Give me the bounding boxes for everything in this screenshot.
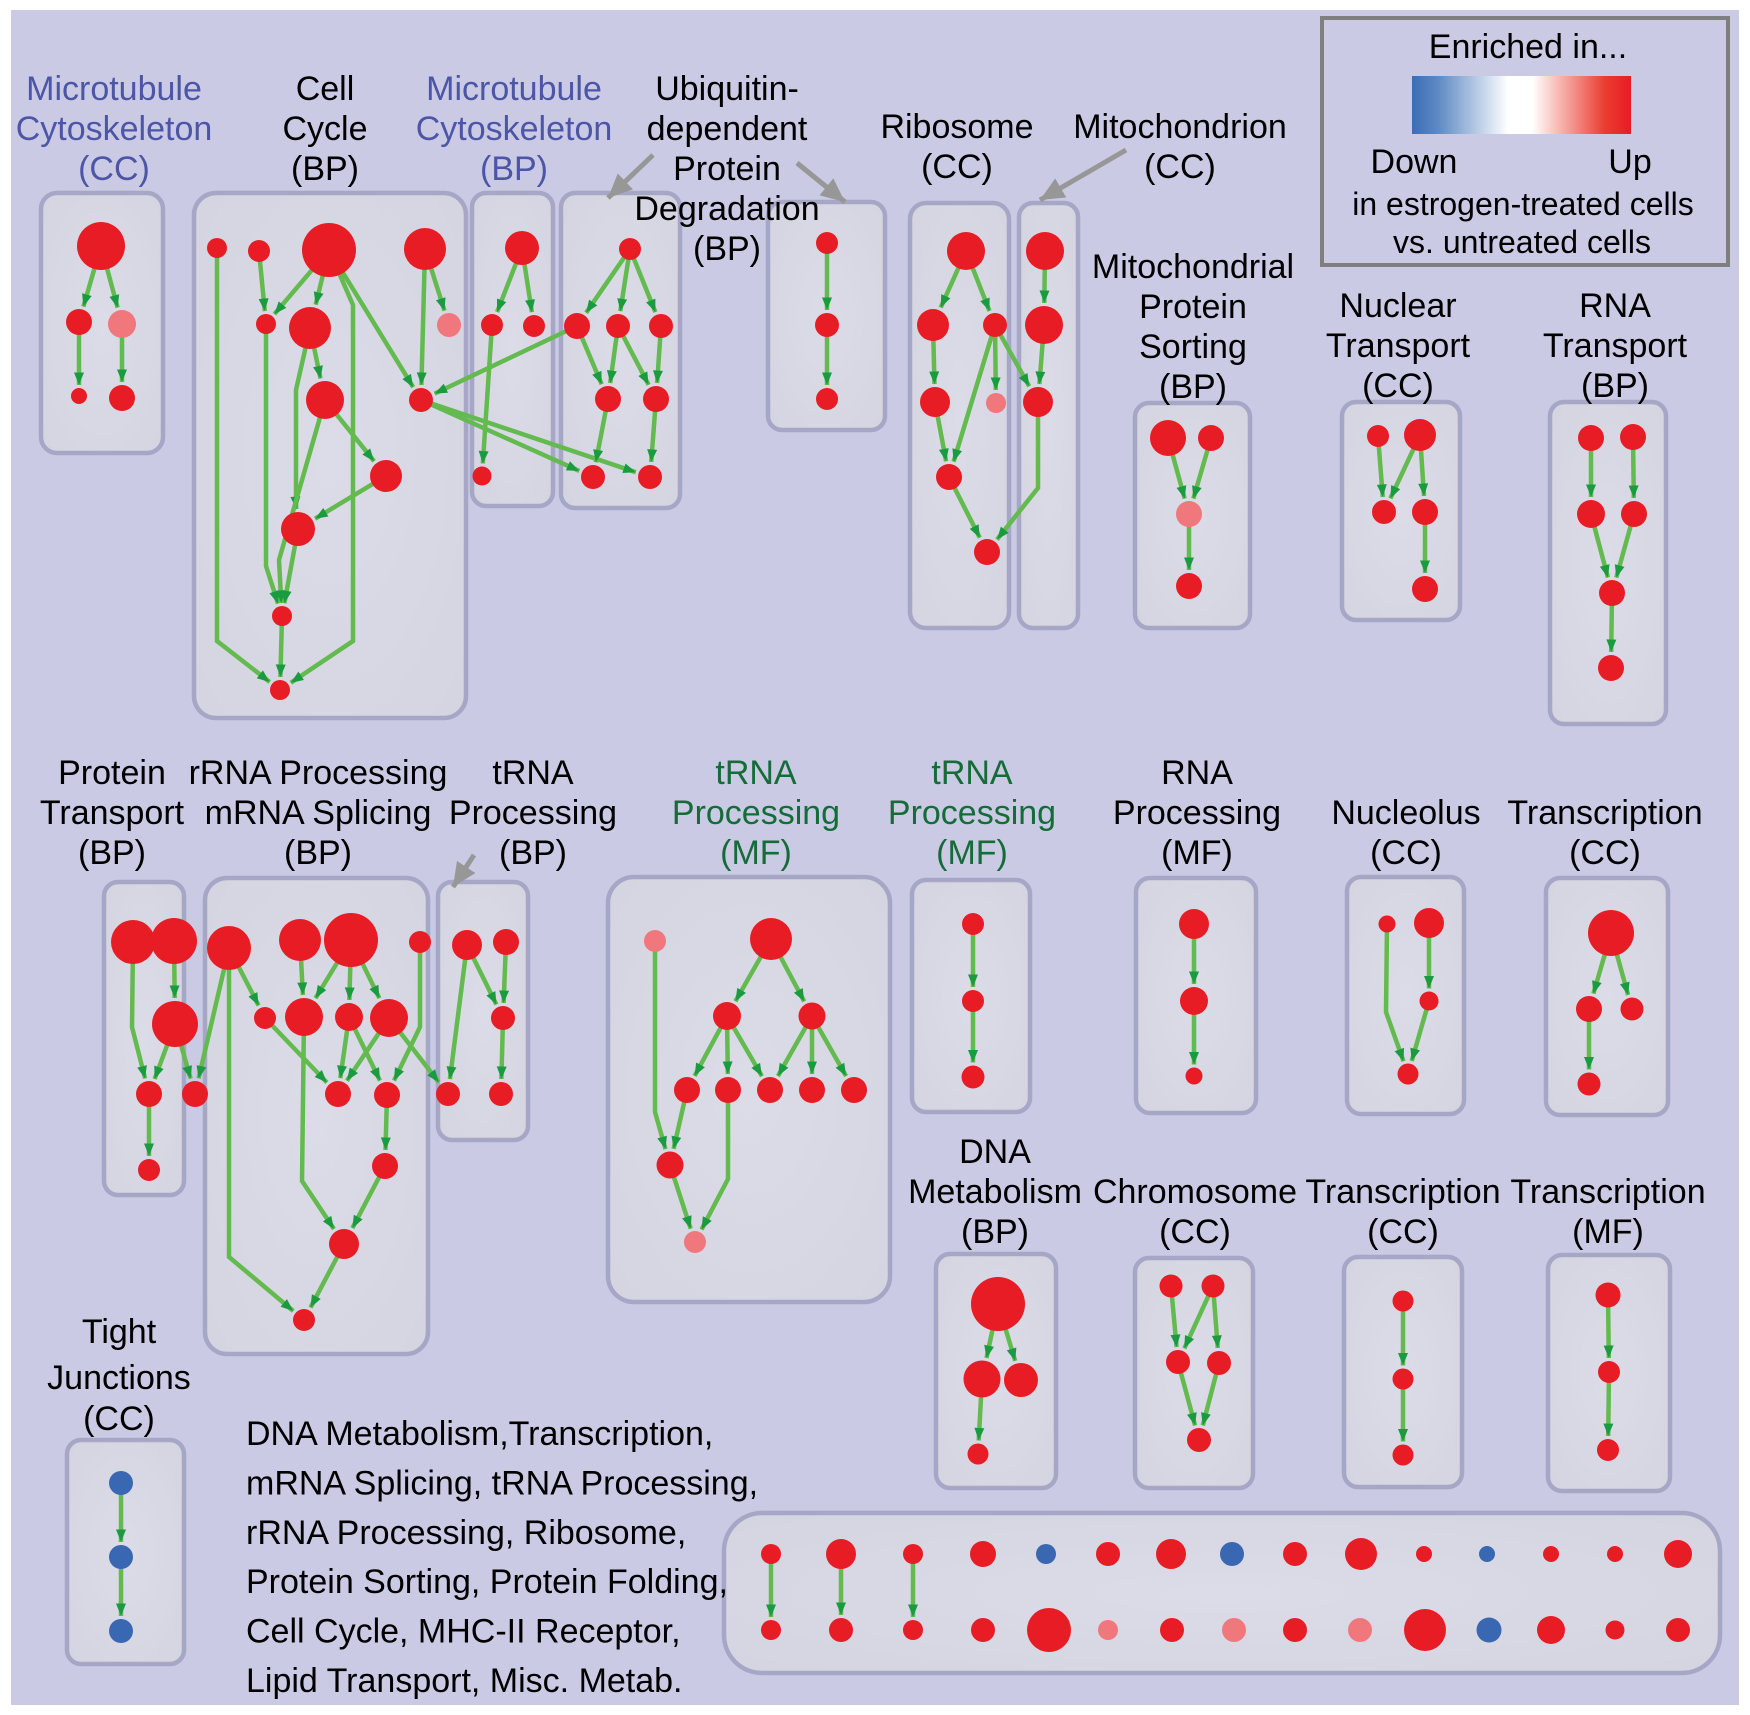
svg-text:Transcription: Transcription bbox=[1305, 1173, 1500, 1211]
svg-text:Processing: Processing bbox=[672, 794, 840, 832]
svg-text:(CC): (CC) bbox=[1144, 148, 1216, 186]
svg-text:(CC): (CC) bbox=[1362, 367, 1434, 405]
svg-text:Sorting: Sorting bbox=[1139, 328, 1247, 366]
svg-text:Microtubule: Microtubule bbox=[426, 70, 602, 108]
svg-text:(BP): (BP) bbox=[480, 150, 548, 188]
svg-text:Transport: Transport bbox=[1543, 327, 1688, 365]
svg-text:(BP): (BP) bbox=[961, 1213, 1029, 1251]
svg-text:Protein Sorting, Protein Foldi: Protein Sorting, Protein Folding, bbox=[246, 1563, 728, 1601]
svg-text:Degradation: Degradation bbox=[634, 190, 819, 228]
svg-text:Up: Up bbox=[1608, 143, 1651, 181]
svg-text:rRNA Processing, Ribosome,: rRNA Processing, Ribosome, bbox=[246, 1514, 686, 1552]
svg-text:Ribosome: Ribosome bbox=[880, 108, 1033, 146]
svg-text:(BP): (BP) bbox=[499, 834, 567, 872]
svg-text:(BP): (BP) bbox=[1159, 368, 1227, 406]
svg-text:(BP): (BP) bbox=[1581, 367, 1649, 405]
svg-text:vs. untreated cells: vs. untreated cells bbox=[1393, 224, 1651, 260]
svg-text:tRNA: tRNA bbox=[715, 754, 797, 792]
svg-text:Protein: Protein bbox=[58, 754, 166, 792]
svg-text:Cytoskeleton: Cytoskeleton bbox=[416, 110, 613, 148]
svg-text:Lipid Transport, Misc. Metab.: Lipid Transport, Misc. Metab. bbox=[246, 1662, 683, 1700]
svg-text:(CC): (CC) bbox=[1159, 1213, 1231, 1251]
svg-text:Metabolism: Metabolism bbox=[908, 1173, 1082, 1211]
svg-text:Down: Down bbox=[1371, 143, 1458, 181]
svg-text:(MF): (MF) bbox=[1572, 1213, 1644, 1251]
svg-text:(CC): (CC) bbox=[921, 148, 993, 186]
svg-text:dependent: dependent bbox=[647, 110, 808, 148]
svg-text:Microtubule: Microtubule bbox=[26, 70, 202, 108]
svg-text:Transcription: Transcription bbox=[1507, 794, 1702, 832]
svg-text:Chromosome: Chromosome bbox=[1093, 1173, 1297, 1211]
svg-text:rRNA Processing: rRNA Processing bbox=[189, 754, 448, 792]
svg-text:Protein: Protein bbox=[673, 150, 781, 188]
svg-text:(BP): (BP) bbox=[78, 834, 146, 872]
svg-text:(BP): (BP) bbox=[693, 230, 761, 268]
svg-text:(MF): (MF) bbox=[936, 834, 1008, 872]
svg-text:Transport: Transport bbox=[40, 794, 185, 832]
svg-text:Processing: Processing bbox=[1113, 794, 1281, 832]
svg-text:Cycle: Cycle bbox=[282, 110, 367, 148]
svg-text:RNA: RNA bbox=[1579, 287, 1651, 325]
svg-text:Mitochondrion: Mitochondrion bbox=[1073, 108, 1287, 146]
svg-text:mRNA Splicing: mRNA Splicing bbox=[205, 794, 432, 832]
svg-text:Ubiquitin-: Ubiquitin- bbox=[655, 70, 799, 108]
svg-text:(BP): (BP) bbox=[284, 834, 352, 872]
svg-text:Junctions: Junctions bbox=[47, 1359, 191, 1397]
svg-text:(CC): (CC) bbox=[83, 1400, 155, 1438]
svg-text:(CC): (CC) bbox=[1370, 834, 1442, 872]
svg-text:Processing: Processing bbox=[449, 794, 617, 832]
svg-text:in estrogen-treated cells: in estrogen-treated cells bbox=[1352, 186, 1694, 222]
svg-text:mRNA Splicing, tRNA Processing: mRNA Splicing, tRNA Processing, bbox=[246, 1464, 758, 1502]
svg-text:Processing: Processing bbox=[888, 794, 1056, 832]
svg-text:DNA: DNA bbox=[959, 1133, 1031, 1171]
svg-text:(MF): (MF) bbox=[1161, 834, 1233, 872]
svg-text:Tight: Tight bbox=[82, 1313, 157, 1351]
svg-text:Cytoskeleton: Cytoskeleton bbox=[16, 110, 213, 148]
svg-text:(CC): (CC) bbox=[1569, 834, 1641, 872]
svg-text:Transport: Transport bbox=[1326, 327, 1471, 365]
svg-text:Transcription: Transcription bbox=[1510, 1173, 1705, 1211]
svg-text:(MF): (MF) bbox=[720, 834, 792, 872]
svg-text:Cell Cycle, MHC-II Receptor,: Cell Cycle, MHC-II Receptor, bbox=[246, 1613, 681, 1651]
svg-text:(CC): (CC) bbox=[1367, 1213, 1439, 1251]
svg-text:Protein: Protein bbox=[1139, 288, 1247, 326]
svg-text:tRNA: tRNA bbox=[931, 754, 1013, 792]
svg-text:DNA Metabolism,Transcription,: DNA Metabolism,Transcription, bbox=[246, 1415, 713, 1453]
svg-text:RNA: RNA bbox=[1161, 754, 1233, 792]
svg-text:Cell: Cell bbox=[296, 70, 355, 108]
svg-text:(BP): (BP) bbox=[291, 150, 359, 188]
svg-text:Nuclear: Nuclear bbox=[1339, 287, 1456, 325]
svg-text:(CC): (CC) bbox=[78, 150, 150, 188]
svg-text:Nucleolus: Nucleolus bbox=[1331, 794, 1480, 832]
svg-text:Mitochondrial: Mitochondrial bbox=[1092, 248, 1294, 286]
svg-text:Enriched in...: Enriched in... bbox=[1429, 28, 1627, 66]
svg-text:tRNA: tRNA bbox=[492, 754, 574, 792]
